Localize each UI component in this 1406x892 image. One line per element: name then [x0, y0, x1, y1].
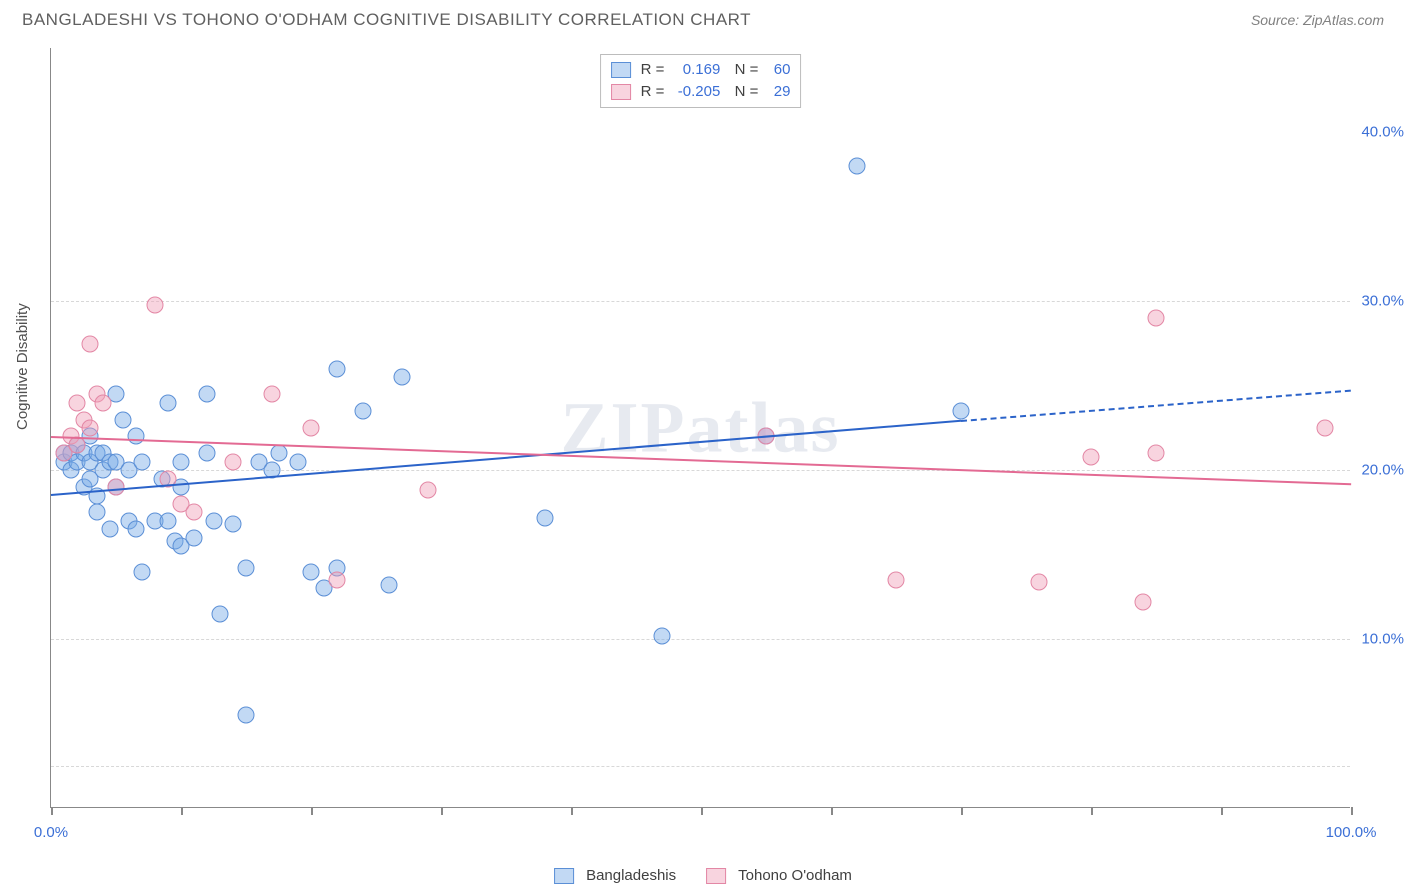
y-axis-title: Cognitive Disability	[14, 303, 31, 430]
scatter-point-a	[160, 394, 177, 411]
scatter-point-b	[108, 479, 125, 496]
scatter-point-b	[1083, 448, 1100, 465]
x-tick	[311, 807, 313, 815]
legend-item-a: Bangladeshis	[554, 867, 676, 884]
scatter-point-b	[1317, 420, 1334, 437]
scatter-point-b	[1031, 573, 1048, 590]
scatter-point-b	[82, 420, 99, 437]
scatter-point-b	[147, 296, 164, 313]
scatter-point-a	[134, 453, 151, 470]
x-tick-label: 100.0%	[1326, 824, 1377, 841]
scatter-point-a	[127, 521, 144, 538]
gridline	[51, 639, 1350, 640]
scatter-point-b	[303, 420, 320, 437]
scatter-point-b	[888, 572, 905, 589]
scatter-point-a	[88, 504, 105, 521]
scatter-point-b	[329, 572, 346, 589]
legend-label-b: Tohono O'odham	[738, 867, 852, 884]
gridline	[51, 301, 1350, 302]
scatter-point-a	[381, 577, 398, 594]
source-label: Source: ZipAtlas.com	[1251, 12, 1384, 28]
bottom-legend: Bangladeshis Tohono O'odham	[554, 867, 852, 884]
scatter-point-b	[82, 335, 99, 352]
scatter-point-a	[537, 509, 554, 526]
scatter-point-a	[212, 605, 229, 622]
swatch-a	[611, 62, 631, 78]
x-tick-label: 0.0%	[34, 824, 68, 841]
stat-r-value-b: -0.205	[670, 81, 720, 103]
scatter-point-a	[225, 516, 242, 533]
swatch-b	[611, 84, 631, 100]
scatter-point-a	[953, 403, 970, 420]
scatter-point-a	[199, 386, 216, 403]
y-tick-label: 30.0%	[1356, 293, 1404, 310]
scatter-point-b	[69, 394, 86, 411]
y-tick-label: 20.0%	[1356, 462, 1404, 479]
scatter-point-a	[238, 560, 255, 577]
scatter-point-b	[186, 504, 203, 521]
scatter-point-a	[114, 411, 131, 428]
legend-item-b: Tohono O'odham	[706, 867, 852, 884]
legend-swatch-b	[706, 868, 726, 884]
x-tick	[51, 807, 53, 815]
gridline	[51, 766, 1350, 767]
scatter-point-a	[329, 360, 346, 377]
plot-area: ZIPatlas R = 0.169 N = 60 R = -0.205 N =…	[50, 48, 1350, 808]
scatter-point-a	[238, 707, 255, 724]
scatter-point-a	[173, 453, 190, 470]
stat-n-value-a: 60	[764, 59, 790, 81]
scatter-point-b	[1148, 310, 1165, 327]
stat-row-b: R = -0.205 N = 29	[611, 81, 791, 103]
scatter-point-a	[290, 453, 307, 470]
scatter-point-b	[420, 482, 437, 499]
scatter-point-b	[1148, 445, 1165, 462]
scatter-point-b	[225, 453, 242, 470]
x-tick	[571, 807, 573, 815]
x-tick	[1221, 807, 1223, 815]
scatter-point-a	[394, 369, 411, 386]
scatter-point-a	[186, 529, 203, 546]
scatter-point-a	[199, 445, 216, 462]
scatter-point-a	[355, 403, 372, 420]
scatter-point-a	[160, 512, 177, 529]
x-tick	[831, 807, 833, 815]
scatter-point-a	[849, 158, 866, 175]
scatter-point-a	[101, 521, 118, 538]
y-tick-label: 40.0%	[1356, 124, 1404, 141]
scatter-point-a	[270, 445, 287, 462]
scatter-point-a	[127, 428, 144, 445]
scatter-point-a	[303, 563, 320, 580]
stat-n-label-a: N =	[726, 59, 758, 81]
gridline	[51, 470, 1350, 471]
stat-n-label-b: N =	[726, 81, 758, 103]
legend-label-a: Bangladeshis	[586, 867, 676, 884]
legend-swatch-a	[554, 868, 574, 884]
y-tick-label: 10.0%	[1356, 631, 1404, 648]
x-tick	[701, 807, 703, 815]
x-tick	[1091, 807, 1093, 815]
scatter-point-a	[654, 627, 671, 644]
scatter-point-b	[264, 386, 281, 403]
stat-r-label-a: R =	[641, 59, 665, 81]
x-tick	[181, 807, 183, 815]
stat-row-a: R = 0.169 N = 60	[611, 59, 791, 81]
stat-box: R = 0.169 N = 60 R = -0.205 N = 29	[600, 54, 802, 108]
x-tick	[961, 807, 963, 815]
stat-n-value-b: 29	[764, 81, 790, 103]
scatter-point-a	[134, 563, 151, 580]
scatter-point-a	[205, 512, 222, 529]
scatter-point-b	[95, 394, 112, 411]
x-tick	[1351, 807, 1353, 815]
scatter-point-b	[1135, 593, 1152, 610]
chart-title: BANGLADESHI VS TOHONO O'ODHAM COGNITIVE …	[22, 10, 751, 30]
trend-line-a-dash	[961, 389, 1351, 421]
stat-r-label-b: R =	[641, 81, 665, 103]
stat-r-value-a: 0.169	[670, 59, 720, 81]
x-tick	[441, 807, 443, 815]
